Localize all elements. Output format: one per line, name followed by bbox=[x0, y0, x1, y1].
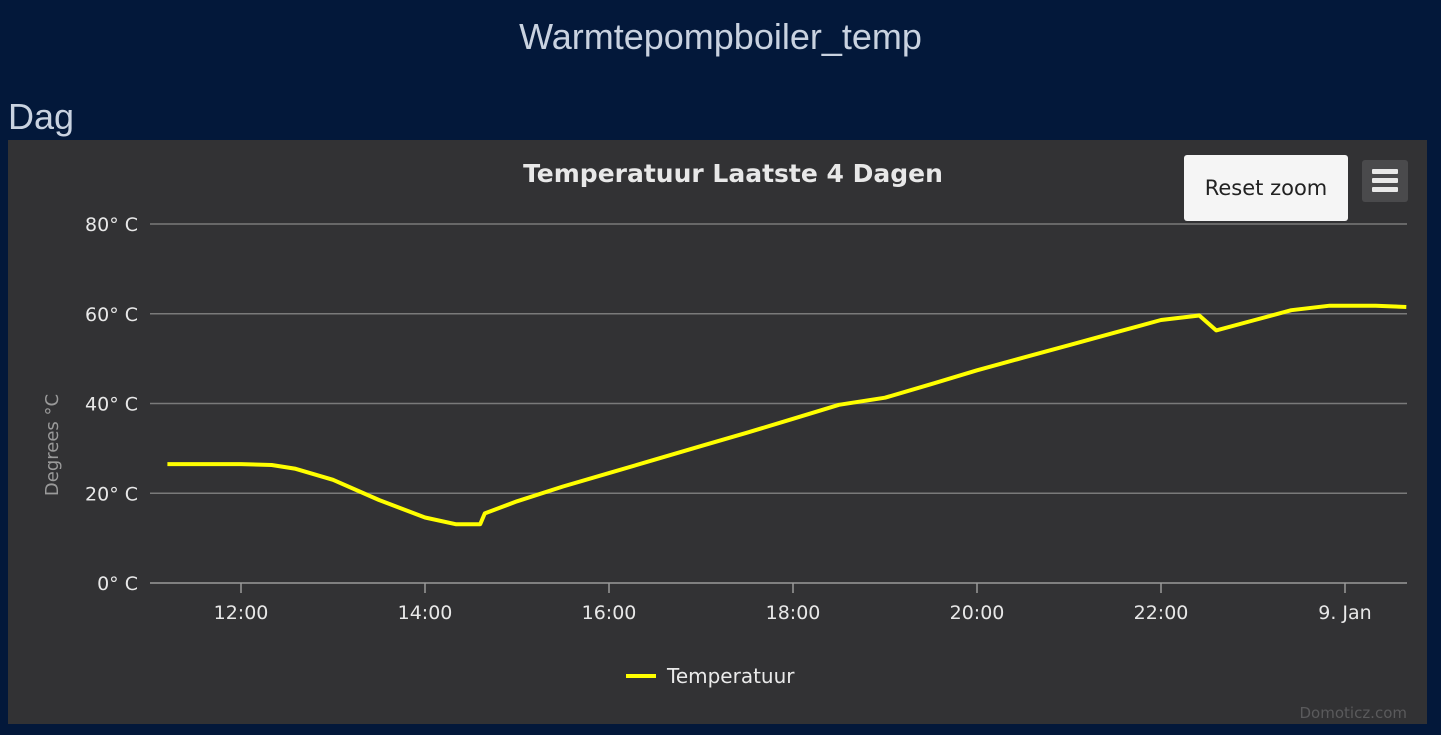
x-tick-label: 16:00 bbox=[582, 602, 637, 624]
legend-label: Temperatuur bbox=[666, 664, 795, 688]
chart-title: Temperatuur Laatste 4 Dagen bbox=[523, 159, 943, 188]
x-tick-label: 9. Jan bbox=[1318, 602, 1371, 624]
y-tick-label: 80° C bbox=[85, 214, 138, 236]
y-axis-label: Degrees °C bbox=[42, 394, 63, 496]
x-tick-label: 20:00 bbox=[950, 602, 1005, 624]
x-tick-label: 14:00 bbox=[398, 602, 453, 624]
x-tick-label: 18:00 bbox=[766, 602, 821, 624]
hamburger-menu-icon[interactable] bbox=[1362, 160, 1408, 202]
chart-panel: Temperatuur Laatste 4 Dagen 0° C 20° C 40°… bbox=[8, 140, 1427, 724]
x-tick-label: 22:00 bbox=[1134, 602, 1189, 624]
y-tick-label: 0° C bbox=[97, 573, 138, 595]
y-tick-label: 20° C bbox=[85, 483, 138, 505]
credits-link[interactable]: Domoticz.com bbox=[1300, 704, 1408, 722]
reset-zoom-button[interactable]: Reset zoom bbox=[1184, 155, 1348, 221]
legend-item-temperatuur[interactable]: Temperatuur bbox=[626, 664, 795, 688]
y-tick-label: 60° C bbox=[85, 304, 138, 326]
page-title: Warmtepompboiler_temp bbox=[519, 16, 922, 57]
x-tick-label: 12:00 bbox=[214, 602, 269, 624]
section-heading: Dag bbox=[8, 96, 75, 137]
series-line-temperatuur[interactable] bbox=[167, 303, 1407, 527]
y-tick-label: 40° C bbox=[85, 394, 138, 416]
temperature-chart[interactable]: Temperatuur Laatste 4 Dagen 0° C 20° C 40°… bbox=[8, 140, 1427, 724]
